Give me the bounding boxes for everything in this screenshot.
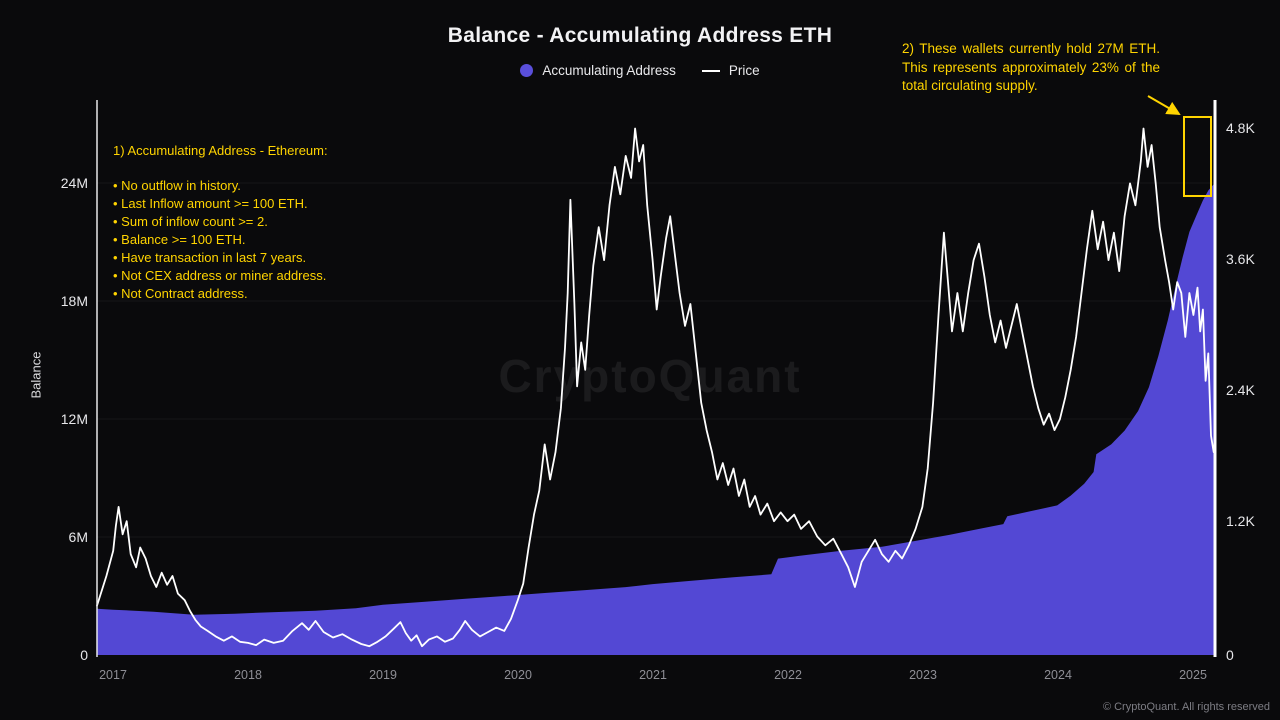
- right-axis-tick: 0: [1226, 647, 1234, 663]
- x-axis-tick: 2019: [369, 668, 397, 682]
- criteria-item: • Not Contract address.: [113, 286, 248, 301]
- x-axis-tick: 2021: [639, 668, 667, 682]
- right-axis-tick: 4.8K: [1226, 120, 1255, 136]
- criteria-item: • Have transaction in last 7 years.: [113, 250, 307, 265]
- x-axis-tick: 2024: [1044, 668, 1072, 682]
- x-axis-tick: 2022: [774, 668, 802, 682]
- criteria-item: • Not CEX address or miner address.: [113, 268, 327, 283]
- annotation-criteria-list: 1) Accumulating Address - Ethereum: • No…: [113, 142, 328, 303]
- annotation-arrow-icon: [1147, 95, 1181, 116]
- legend-line-icon: [701, 69, 720, 72]
- x-axis-tick: 2025: [1179, 668, 1207, 682]
- highlight-box: [1183, 116, 1212, 197]
- left-axis-tick: 12M: [60, 411, 88, 427]
- left-axis-title: Balance: [28, 351, 44, 399]
- criteria-item: • Balance >= 100 ETH.: [113, 232, 246, 247]
- left-axis-tick: 0: [80, 647, 88, 663]
- cryptoquant-watermark: CryptoQuant: [498, 350, 802, 402]
- legend-item-accumulating-address: Accumulating Address: [520, 63, 676, 78]
- x-axis-tick: 2020: [504, 668, 532, 682]
- legend-item-price: Price: [701, 63, 760, 78]
- price-line-series: [96, 127, 1215, 648]
- criteria-item: • No outflow in history.: [113, 178, 241, 193]
- copyright-text: © CryptoQuant. All rights reserved: [1102, 701, 1270, 713]
- x-axis-tick: 2023: [909, 668, 937, 682]
- x-axis-tick: 2018: [234, 668, 262, 682]
- right-axis-tick: 3.6K: [1226, 251, 1255, 267]
- chart-legend: Accumulating Address Price: [0, 63, 1280, 78]
- right-axis-tick: 2.4K: [1226, 382, 1255, 398]
- legend-label-accumulating-address: Accumulating Address: [542, 63, 676, 78]
- left-axis-tick: 24M: [60, 175, 88, 191]
- left-axis-tick: 6M: [68, 529, 88, 545]
- legend-dot-icon: [520, 64, 534, 77]
- criteria-item: • Last Inflow amount >= 100 ETH.: [113, 196, 308, 211]
- right-axis-tick: 1.2K: [1226, 513, 1255, 529]
- balance-area-series: [97, 182, 1215, 655]
- criteria-item: • Sum of inflow count >= 2.: [113, 214, 268, 229]
- page-title: Balance - Accumulating Address ETH: [447, 24, 833, 47]
- x-axis-tick: 2017: [99, 668, 127, 682]
- left-axis-tick: 18M: [60, 293, 88, 309]
- annotation-supply-note: 2) These wallets currently hold 27M ETH.…: [902, 41, 1160, 93]
- criteria-title: 1) Accumulating Address - Ethereum:: [113, 143, 328, 158]
- legend-label-price: Price: [728, 63, 760, 78]
